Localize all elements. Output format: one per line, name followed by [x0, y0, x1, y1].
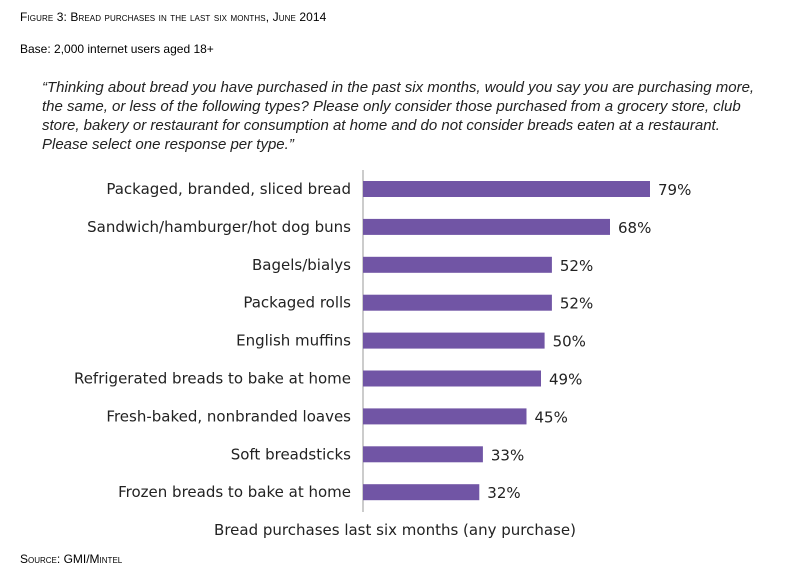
value-label: 50% — [553, 333, 586, 351]
category-label: Frozen breads to bake at home — [118, 483, 351, 501]
bar — [363, 181, 650, 197]
value-label: 52% — [560, 257, 593, 275]
value-label: 68% — [618, 219, 651, 237]
bar — [363, 332, 545, 349]
x-axis-label: Bread purchases last six months (any pur… — [214, 521, 576, 539]
bar — [363, 370, 541, 387]
bar — [363, 218, 610, 235]
figure-title: Figure 3: Bread purchases in the last si… — [20, 10, 327, 24]
bar — [363, 408, 527, 425]
category-label: Sandwich/hamburger/hot dog buns — [87, 218, 351, 236]
value-label: 45% — [535, 408, 568, 426]
category-label: Bagels/bialys — [252, 256, 351, 274]
source-note: Source: GMI/Mintel — [20, 552, 123, 566]
category-label: Packaged, branded, sliced bread — [106, 180, 351, 198]
value-label: 49% — [549, 371, 582, 389]
bar — [363, 446, 483, 463]
bar — [363, 294, 552, 311]
value-label: 33% — [491, 446, 524, 464]
category-label: Soft breadsticks — [231, 445, 351, 463]
value-label: 79% — [658, 181, 691, 199]
category-label: Fresh-baked, nonbranded loaves — [106, 407, 351, 425]
category-label: Refrigerated breads to bake at home — [74, 370, 351, 388]
value-label: 52% — [560, 295, 593, 313]
base-note: Base: 2,000 internet users aged 18+ — [20, 42, 214, 56]
bar — [363, 256, 552, 273]
value-label: 32% — [487, 484, 520, 502]
survey-question: “Thinking about bread you have purchased… — [42, 79, 755, 153]
category-label: English muffins — [236, 332, 351, 350]
bar — [363, 484, 480, 501]
bars-group: Packaged, branded, sliced bread 79% Sandwi… — [74, 180, 691, 502]
category-label: Packaged rolls — [243, 294, 351, 312]
